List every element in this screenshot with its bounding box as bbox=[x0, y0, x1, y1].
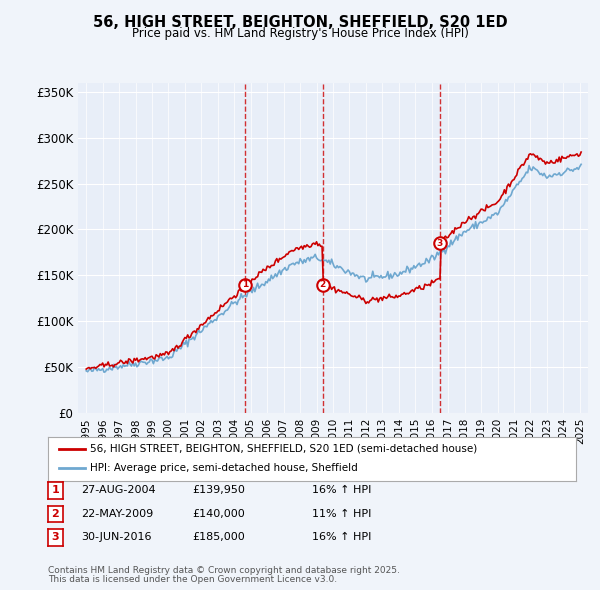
Text: 2: 2 bbox=[52, 509, 59, 519]
Text: 16% ↑ HPI: 16% ↑ HPI bbox=[312, 533, 371, 542]
Text: 11% ↑ HPI: 11% ↑ HPI bbox=[312, 509, 371, 519]
Text: This data is licensed under the Open Government Licence v3.0.: This data is licensed under the Open Gov… bbox=[48, 575, 337, 584]
Text: £139,950: £139,950 bbox=[192, 486, 245, 495]
Text: 56, HIGH STREET, BEIGHTON, SHEFFIELD, S20 1ED: 56, HIGH STREET, BEIGHTON, SHEFFIELD, S2… bbox=[92, 15, 508, 30]
Text: 16% ↑ HPI: 16% ↑ HPI bbox=[312, 486, 371, 495]
Text: 1: 1 bbox=[52, 486, 59, 495]
Text: Price paid vs. HM Land Registry's House Price Index (HPI): Price paid vs. HM Land Registry's House … bbox=[131, 27, 469, 40]
Text: Contains HM Land Registry data © Crown copyright and database right 2025.: Contains HM Land Registry data © Crown c… bbox=[48, 566, 400, 575]
Text: HPI: Average price, semi-detached house, Sheffield: HPI: Average price, semi-detached house,… bbox=[90, 464, 358, 473]
Text: 22-MAY-2009: 22-MAY-2009 bbox=[81, 509, 153, 519]
Text: 2: 2 bbox=[320, 280, 326, 289]
Text: 1: 1 bbox=[242, 280, 248, 289]
Text: £140,000: £140,000 bbox=[192, 509, 245, 519]
Text: £185,000: £185,000 bbox=[192, 533, 245, 542]
Text: 30-JUN-2016: 30-JUN-2016 bbox=[81, 533, 151, 542]
Text: 27-AUG-2004: 27-AUG-2004 bbox=[81, 486, 155, 495]
Text: 3: 3 bbox=[437, 239, 443, 248]
Text: 3: 3 bbox=[52, 533, 59, 542]
Text: 56, HIGH STREET, BEIGHTON, SHEFFIELD, S20 1ED (semi-detached house): 56, HIGH STREET, BEIGHTON, SHEFFIELD, S2… bbox=[90, 444, 478, 454]
